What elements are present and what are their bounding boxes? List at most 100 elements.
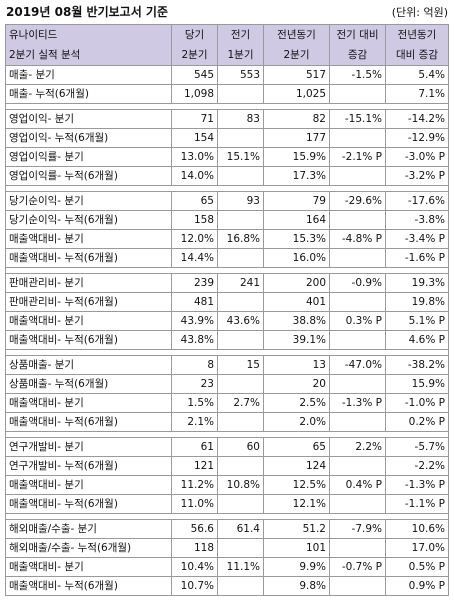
prior-year-cell: 12.1% — [263, 494, 330, 514]
prior-quarter-cell — [217, 210, 264, 230]
yoy-change-cell: -2.2% — [385, 456, 449, 476]
prior-quarter-cell — [217, 412, 264, 432]
row-label: 영업이익률- 분기 — [5, 147, 172, 167]
current-quarter-cell: 11.0% — [171, 494, 218, 514]
prior-quarter-cell: 43.6% — [217, 311, 264, 331]
prior-year-cell: 401 — [263, 292, 330, 312]
current-quarter-cell: 13.0% — [171, 147, 218, 167]
header-current-2: 2분기 — [171, 45, 218, 66]
header-row-1: 유나이티드 당기 전기 전년동기 전기 대비 전년동기 — [5, 24, 449, 45]
current-quarter-cell: 158 — [171, 210, 218, 230]
current-quarter-cell: 481 — [171, 292, 218, 312]
table-row: 매출- 분기 545 553 517 -1.5% 5.4% — [5, 65, 449, 85]
table-row: 매출액대비- 누적(6개월) 10.7% 9.8% 0.9% P — [5, 576, 449, 596]
qoq-change-cell — [329, 374, 386, 394]
prior-year-cell: 200 — [263, 273, 330, 293]
current-quarter-cell: 43.8% — [171, 330, 218, 350]
yoy-change-cell: 0.9% P — [385, 576, 449, 596]
table-row: 매출- 누적(6개월) 1,098 1,025 7.1% — [5, 84, 449, 104]
prior-year-cell: 9.8% — [263, 576, 330, 596]
header-subtitle: 2분기 실적 분석 — [5, 45, 172, 66]
header-row: 2019년 08월 반기보고서 기준 (단위: 억원) — [0, 0, 454, 20]
qoq-change-cell — [329, 292, 386, 312]
row-label: 상품매출- 누적(6개월) — [5, 374, 172, 394]
qoq-change-cell — [329, 248, 386, 268]
current-quarter-cell: 118 — [171, 538, 218, 558]
yoy-change-cell: -3.4% P — [385, 229, 449, 249]
current-quarter-cell: 65 — [171, 191, 218, 211]
row-label: 매출액대비- 누적(6개월) — [5, 412, 172, 432]
row-label: 매출액대비- 분기 — [5, 229, 172, 249]
table-row: 매출액대비- 누적(6개월) 2.1% 2.0% 0.2% P — [5, 412, 449, 432]
table-row: 연구개발비- 누적(6개월) 121 124 -2.2% — [5, 456, 449, 476]
row-label: 상품매출- 분기 — [5, 355, 172, 375]
current-quarter-cell: 121 — [171, 456, 218, 476]
prior-year-cell: 13 — [263, 355, 330, 375]
prior-year-cell: 15.9% — [263, 147, 330, 167]
yoy-change-cell: 7.1% — [385, 84, 449, 104]
header-prior-2: 1분기 — [217, 45, 264, 66]
prior-year-cell: 101 — [263, 538, 330, 558]
header-yoy-1: 전년동기 — [263, 24, 330, 45]
prior-year-cell: 39.1% — [263, 330, 330, 350]
report-title: 2019년 08월 반기보고서 기준 — [6, 5, 168, 19]
qoq-change-cell — [329, 128, 386, 148]
row-label: 해외매출/수출- 누적(6개월) — [5, 538, 172, 558]
table-row: 매출액대비- 분기 11.2% 10.8% 12.5% 0.4% P -1.3% P — [5, 475, 449, 495]
row-label: 매출- 분기 — [5, 65, 172, 85]
current-quarter-cell: 8 — [171, 355, 218, 375]
current-quarter-cell: 1,098 — [171, 84, 218, 104]
prior-quarter-cell — [217, 456, 264, 476]
row-label: 매출액대비- 분기 — [5, 557, 172, 577]
row-label: 매출액대비- 누적(6개월) — [5, 494, 172, 514]
qoq-change-cell: -7.9% — [329, 519, 386, 539]
current-quarter-cell: 14.0% — [171, 166, 218, 186]
row-label: 매출액대비- 분기 — [5, 475, 172, 495]
yoy-change-cell: -3.0% P — [385, 147, 449, 167]
table-row: 매출액대비- 분기 10.4% 11.1% 9.9% -0.7% P 0.5% P — [5, 557, 449, 577]
table-row: 상품매출- 분기 8 15 13 -47.0% -38.2% — [5, 355, 449, 375]
current-quarter-cell: 61 — [171, 437, 218, 457]
prior-year-cell: 2.5% — [263, 393, 330, 413]
current-quarter-cell: 1.5% — [171, 393, 218, 413]
prior-year-cell: 15.3% — [263, 229, 330, 249]
qoq-change-cell: 0.3% P — [329, 311, 386, 331]
yoy-change-cell: -3.8% — [385, 210, 449, 230]
prior-year-cell: 9.9% — [263, 557, 330, 577]
header-current-1: 당기 — [171, 24, 218, 45]
prior-quarter-cell — [217, 576, 264, 596]
prior-quarter-cell: 93 — [217, 191, 264, 211]
qoq-change-cell — [329, 84, 386, 104]
prior-quarter-cell: 241 — [217, 273, 264, 293]
prior-year-cell: 12.5% — [263, 475, 330, 495]
prior-year-cell: 17.3% — [263, 166, 330, 186]
prior-year-cell: 517 — [263, 65, 330, 85]
table-body: 매출- 분기 545 553 517 -1.5% 5.4% 매출- 누적(6개월) 1,098… — [5, 65, 449, 596]
row-label: 영업이익률- 누적(6개월) — [5, 166, 172, 186]
prior-quarter-cell — [217, 248, 264, 268]
row-label: 영업이익- 누적(6개월) — [5, 128, 172, 148]
yoy-change-cell: 19.3% — [385, 273, 449, 293]
current-quarter-cell: 2.1% — [171, 412, 218, 432]
table-row: 매출액대비- 누적(6개월) 11.0% 12.1% -1.1% P — [5, 494, 449, 514]
table-row: 매출액대비- 분기 43.9% 43.6% 38.8% 0.3% P 5.1% P — [5, 311, 449, 331]
qoq-change-cell — [329, 330, 386, 350]
prior-quarter-cell — [217, 374, 264, 394]
table-row: 해외매출/수출- 누적(6개월) 118 101 17.0% — [5, 538, 449, 558]
table-row: 영업이익- 분기 71 83 82 -15.1% -14.2% — [5, 109, 449, 129]
yoy-change-cell: -12.9% — [385, 128, 449, 148]
row-label: 해외매출/수출- 분기 — [5, 519, 172, 539]
prior-year-cell: 2.0% — [263, 412, 330, 432]
prior-year-cell: 38.8% — [263, 311, 330, 331]
yoy-change-cell: -17.6% — [385, 191, 449, 211]
qoq-change-cell — [329, 494, 386, 514]
yoy-change-cell: 0.2% P — [385, 412, 449, 432]
prior-quarter-cell: 83 — [217, 109, 264, 129]
prior-quarter-cell — [217, 330, 264, 350]
prior-quarter-cell: 16.8% — [217, 229, 264, 249]
qoq-change-cell — [329, 576, 386, 596]
qoq-change-cell: -47.0% — [329, 355, 386, 375]
current-quarter-cell: 10.7% — [171, 576, 218, 596]
row-label: 매출- 누적(6개월) — [5, 84, 172, 104]
